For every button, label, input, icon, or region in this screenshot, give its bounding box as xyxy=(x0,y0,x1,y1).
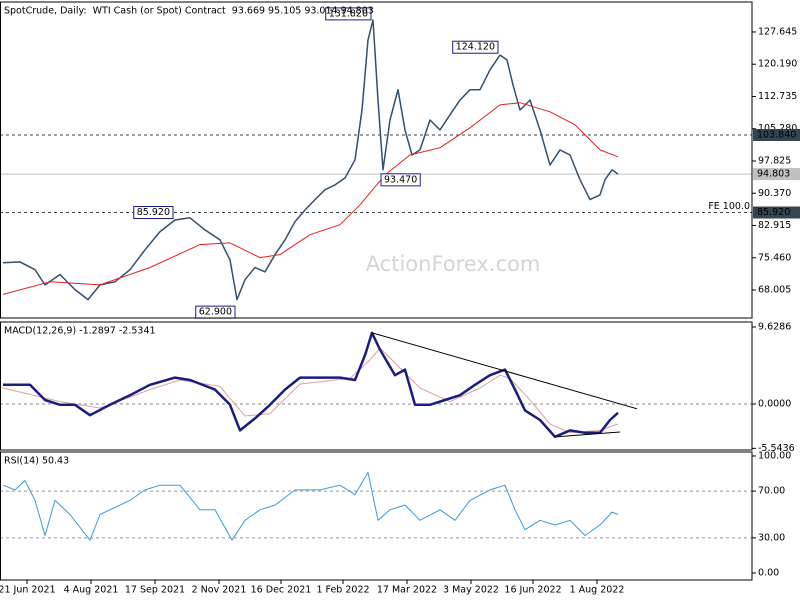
trendline xyxy=(371,332,638,410)
series-line xyxy=(2,19,619,301)
x-tick-label: 16 Jun 2022 xyxy=(504,585,561,596)
y-tick-label: 127.645 xyxy=(758,26,797,37)
y-tick-label: -5.5436 xyxy=(758,443,795,454)
x-tick-label: 4 Aug 2021 xyxy=(64,585,119,596)
price-label-box xyxy=(753,206,800,219)
y-tick-label: 112.735 xyxy=(758,91,797,102)
x-tick-label: 17 Sep 2021 xyxy=(125,585,185,596)
y-tick-label: 97.825 xyxy=(758,155,791,166)
y-tick-label: 70.00 xyxy=(758,486,785,497)
panel-title: RSI(14) 50.43 xyxy=(4,456,69,467)
annotation-label: 62.900 xyxy=(199,307,232,318)
price-label: 94.803 xyxy=(757,169,790,180)
price-label: 85.920 xyxy=(757,207,790,218)
x-tick-label: 16 Dec 2021 xyxy=(251,585,312,596)
panel-frame xyxy=(0,451,753,581)
y-tick-label: 75.460 xyxy=(758,252,791,263)
x-tick-label: 2 Nov 2021 xyxy=(192,585,247,596)
y-tick-label: 30.00 xyxy=(758,532,785,543)
panel-frame xyxy=(0,321,753,451)
y-tick-label: 0.00 xyxy=(758,567,779,578)
y-tick-label: 9.6286 xyxy=(758,321,791,332)
price-label-box xyxy=(753,168,800,181)
annotation-label: 93.470 xyxy=(384,174,417,185)
series-group xyxy=(2,471,619,541)
y-tick-label: 68.005 xyxy=(758,285,791,296)
annotation-label: 85.920 xyxy=(137,207,170,218)
annotation-box xyxy=(133,206,174,220)
x-tick-label: 1 Feb 2022 xyxy=(316,585,369,596)
annotation-label: 124.120 xyxy=(456,42,495,53)
x-tick-label: 3 May 2022 xyxy=(443,585,499,596)
panel-title: SpotCrude, Daily: WTI Cash (or Spot) Con… xyxy=(4,6,374,17)
x-tick-label: 1 Aug 2022 xyxy=(570,585,625,596)
annotation-box xyxy=(380,173,421,187)
y-tick-label: 90.370 xyxy=(758,188,791,199)
x-tick-label: 17 Mar 2022 xyxy=(377,585,437,596)
line-note: FE 100.0 xyxy=(708,201,750,212)
y-tick-label: 82.915 xyxy=(758,220,791,231)
x-tick-label: 21 Jun 2021 xyxy=(0,585,56,596)
watermark: ActionForex.com xyxy=(366,252,541,276)
y-tick-label: 100.00 xyxy=(758,450,791,461)
annotation-box xyxy=(452,40,499,54)
series-group xyxy=(2,19,619,301)
series-line xyxy=(2,102,619,295)
series-line xyxy=(2,471,619,541)
annotation-box xyxy=(325,7,372,21)
y-tick-label: 105.280 xyxy=(758,123,797,134)
price-label: 103.840 xyxy=(757,129,796,140)
trendline xyxy=(556,431,621,438)
panel-title: MACD(12,26,9) -1.2897 -2.5341 xyxy=(4,326,156,337)
series-line xyxy=(3,331,619,439)
y-tick-label: 0.0000 xyxy=(758,399,791,410)
y-tick-label: 120.190 xyxy=(758,59,797,70)
panel-frame xyxy=(0,1,753,319)
price-label-box xyxy=(753,128,800,141)
series-group xyxy=(2,331,619,439)
annotation-label: 131.820 xyxy=(329,8,368,19)
